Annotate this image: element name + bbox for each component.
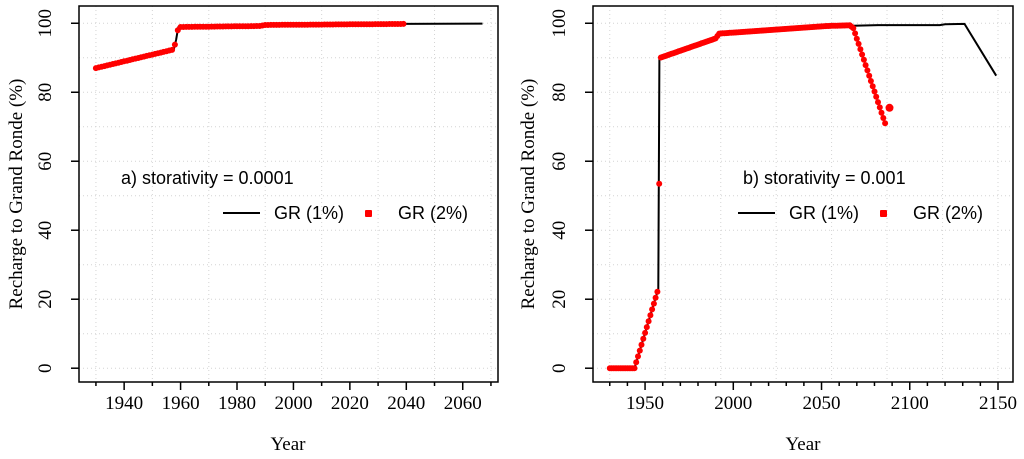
legend-b-line-swatch <box>738 212 775 214</box>
panel-a-annotation: a) storativity = 0.0001 <box>121 168 294 188</box>
data-point <box>867 78 874 84</box>
data-point <box>853 35 860 42</box>
x-tick-label: 2020 <box>331 393 369 414</box>
series-line-GR1 <box>609 22 998 370</box>
x-tick-label: 1940 <box>105 393 143 414</box>
x-tick-label: 1960 <box>162 393 200 414</box>
data-point <box>654 288 661 295</box>
data-point <box>852 30 859 37</box>
legend-a-point-swatch <box>365 209 373 217</box>
x-axis-ticks <box>609 382 999 390</box>
data-point <box>400 20 407 27</box>
legend-a: GR (1%) GR (2%) <box>223 202 469 223</box>
gridlines <box>593 6 1013 382</box>
x-axis-title-b: Year <box>785 434 821 455</box>
x-tick-label: 1980 <box>218 393 256 414</box>
data-point <box>647 312 654 319</box>
plot-box <box>592 5 1014 383</box>
plot-box <box>78 5 499 383</box>
data-point <box>859 51 866 58</box>
data-point <box>855 40 862 47</box>
legend-a-line-swatch <box>223 212 260 214</box>
data-point <box>645 318 652 325</box>
data-point <box>636 347 643 354</box>
data-point <box>864 67 871 74</box>
x-tick-label: 2060 <box>444 393 482 414</box>
data-point <box>873 93 880 100</box>
panel-b-annotation: b) storativity = 0.001 <box>743 168 906 188</box>
x-tick-label: 2050 <box>803 393 841 414</box>
data-point <box>857 46 864 53</box>
x-tick-label: 2150 <box>979 393 1017 414</box>
y-axis-ticks <box>71 22 79 369</box>
y-axis-title-b: Recharge to Grand Ronde (%) <box>518 78 539 310</box>
y-tick-label: 20 <box>35 290 56 309</box>
y-axis-title-a: Recharge to Grand Ronde (%) <box>6 78 27 310</box>
y-tick-label: 100 <box>35 9 56 38</box>
data-point <box>650 300 657 307</box>
legend-b-point-swatch <box>880 209 888 217</box>
y-tick-label: 60 <box>549 152 570 171</box>
data-point <box>880 115 887 121</box>
series-points-GR2 <box>92 20 407 72</box>
y-tick-label: 80 <box>35 83 56 102</box>
data-point <box>869 83 876 90</box>
data-point <box>643 324 650 331</box>
data-point <box>871 88 878 95</box>
data-point <box>860 56 867 63</box>
y-tick-label: 100 <box>549 9 570 38</box>
legend-a-label-gr1: GR (1%) <box>274 202 345 223</box>
legend-b-label-gr1: GR (1%) <box>789 202 860 223</box>
data-point <box>862 62 869 69</box>
gridlines <box>79 6 498 382</box>
data-point <box>631 365 638 372</box>
data-point <box>633 359 640 366</box>
series-line-GR1 <box>95 22 483 70</box>
y-tick-label: 80 <box>549 83 570 102</box>
y-axis-ticks <box>585 22 593 369</box>
x-axis-title-a: Year <box>270 434 306 455</box>
data-point <box>866 72 873 79</box>
x-axis-ticks <box>95 382 492 390</box>
data-point <box>656 180 663 187</box>
data-point <box>640 335 647 342</box>
legend-a-label-gr2: GR (2%) <box>398 202 469 223</box>
panel-b-plot: 1950 2000 2050 2100 2150 0 20 40 60 80 100 <box>549 5 1017 414</box>
data-point <box>882 120 889 127</box>
data-point <box>169 46 176 53</box>
x-tick-label: 1950 <box>626 393 664 414</box>
data-point <box>649 306 656 313</box>
y-tick-label: 40 <box>35 221 56 240</box>
data-point <box>652 294 659 301</box>
series-points-GR2 <box>606 22 894 372</box>
legend-b: GR (1%) GR (2%) <box>738 202 984 223</box>
y-tick-label: 0 <box>549 363 570 373</box>
x-tick-label: 2040 <box>387 393 425 414</box>
data-point-outlier <box>885 103 894 112</box>
y-tick-label: 60 <box>35 152 56 171</box>
y-tick-label: 40 <box>549 221 570 240</box>
data-point <box>642 329 649 336</box>
data-point <box>875 99 881 106</box>
data-point <box>850 25 857 32</box>
data-point <box>876 104 883 111</box>
y-tick-label: 0 <box>35 363 56 373</box>
data-point <box>171 41 178 48</box>
y-tick-label: 20 <box>549 290 570 309</box>
x-tick-label: 2000 <box>274 393 312 414</box>
x-tick-label: 2000 <box>714 393 752 414</box>
data-point <box>638 341 645 348</box>
data-point <box>635 353 641 360</box>
x-tick-label: 2100 <box>891 393 929 414</box>
legend-b-label-gr2: GR (2%) <box>913 202 984 223</box>
data-point <box>878 109 885 116</box>
